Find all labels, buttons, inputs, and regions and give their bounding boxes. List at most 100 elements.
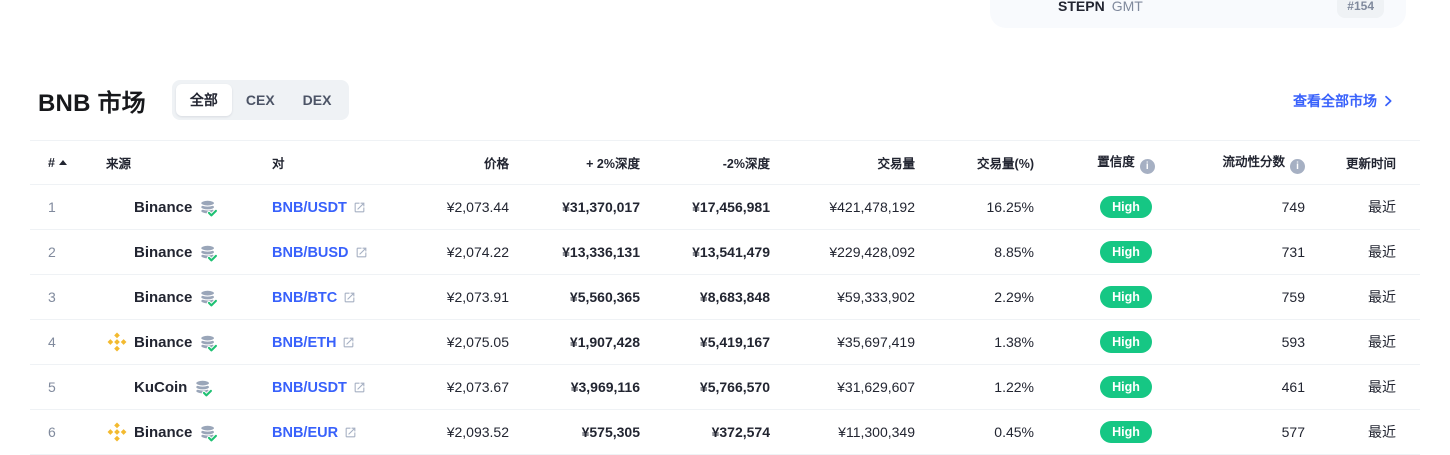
header-depth-minus[interactable]: -2%深度	[648, 140, 778, 185]
exchange-link[interactable]: Binance	[90, 331, 250, 353]
exchange-name[interactable]: Binance	[134, 288, 193, 306]
liquidity-score: 461	[1210, 364, 1313, 410]
pair-link[interactable]: BNB/EUR	[272, 425, 357, 441]
pair-link[interactable]: BNB/BTC	[272, 290, 356, 306]
exchange-link[interactable]: Binance	[90, 421, 250, 443]
reserves-data-icon[interactable]	[198, 242, 219, 263]
updated-time: 最近	[1313, 364, 1420, 410]
tab-dex[interactable]: DEX	[302, 92, 332, 108]
chevron-right-icon	[1380, 93, 1396, 109]
depth-plus-value: ¥31,370,017	[515, 184, 648, 230]
reserves-data-icon[interactable]	[193, 377, 214, 398]
section-header: BNB 市场 全部 CEX DEX	[38, 80, 350, 120]
confidence-cell: High	[1042, 184, 1210, 230]
header-pair[interactable]: 对	[250, 140, 420, 185]
rank-number: 1	[30, 184, 90, 230]
depth-minus-value: ¥5,419,167	[648, 319, 778, 365]
pair-label: BNB/USDT	[272, 199, 347, 216]
pair-link[interactable]: BNB/BUSD	[272, 245, 368, 261]
confidence-cell: High	[1042, 319, 1210, 365]
confidence-badge: High	[1100, 376, 1152, 398]
confidence-badge: High	[1100, 286, 1152, 308]
updated-time: 最近	[1313, 319, 1420, 365]
confidence-cell: High	[1042, 229, 1210, 275]
table-row: 6 Binance	[30, 409, 1420, 455]
volume-value: ¥421,478,192	[778, 184, 922, 230]
header-liquidity[interactable]: 流动性分数 i	[1210, 140, 1313, 185]
volume-pct-value: 0.45%	[922, 409, 1042, 455]
table-row: 1 Binance	[30, 184, 1420, 230]
header-price[interactable]: 价格	[420, 140, 515, 185]
confidence-cell: High	[1042, 409, 1210, 455]
depth-minus-value: ¥372,574	[648, 409, 778, 455]
source-cell: Binance	[90, 409, 250, 455]
liquidity-score: 749	[1210, 184, 1313, 230]
pair-cell: BNB/EUR	[250, 409, 420, 455]
table-row: 2 Binance	[30, 229, 1420, 275]
pair-label: BNB/USDT	[272, 379, 347, 396]
source-cell: Binance	[90, 229, 250, 275]
info-icon[interactable]: i	[1139, 159, 1155, 174]
external-link-icon	[342, 336, 355, 349]
markets-table: # 来源 对 价格 + 2%深度 -2%深度 交易量 交易量(%) 置信度 i 流…	[30, 140, 1420, 455]
updated-time: 最近	[1313, 184, 1420, 230]
pair-cell: BNB/ETH	[250, 319, 420, 365]
header-rank[interactable]: #	[30, 140, 90, 185]
tab-cex[interactable]: CEX	[245, 92, 275, 108]
pair-cell: BNB/BUSD	[250, 229, 420, 275]
reserves-data-icon[interactable]	[198, 332, 219, 353]
confidence-badge: High	[1100, 241, 1152, 263]
caret-up-icon	[58, 159, 67, 165]
external-link-icon	[353, 201, 366, 214]
exchange-name[interactable]: Binance	[134, 423, 193, 441]
reserves-data-icon[interactable]	[198, 197, 219, 218]
depth-plus-value: ¥575,305	[515, 409, 648, 455]
pair-link[interactable]: BNB/USDT	[272, 380, 366, 396]
page-title: BNB 市场	[38, 89, 146, 117]
header-updated[interactable]: 更新时间	[1313, 140, 1420, 185]
rank-number: 3	[30, 274, 90, 320]
pair-link[interactable]: BNB/ETH	[272, 335, 355, 351]
depth-plus-value: ¥5,560,365	[515, 274, 648, 320]
view-all-markets-link[interactable]: 查看全部市场	[1293, 91, 1396, 111]
depth-minus-value: ¥17,456,981	[648, 184, 778, 230]
confidence-cell: High	[1042, 364, 1210, 410]
rank-number: 2	[30, 229, 90, 275]
header-confidence[interactable]: 置信度 i	[1042, 140, 1210, 185]
pair-link[interactable]: BNB/USDT	[272, 200, 366, 216]
reserves-data-icon[interactable]	[198, 422, 219, 443]
confidence-badge: High	[1100, 196, 1152, 218]
exchange-link[interactable]: KuCoin	[90, 376, 250, 398]
depth-minus-value: ¥13,541,479	[648, 229, 778, 275]
exchange-name[interactable]: Binance	[134, 243, 193, 261]
tab-all[interactable]: 全部	[175, 84, 232, 116]
exchange-link[interactable]: Binance	[90, 196, 250, 218]
exchange-name[interactable]: KuCoin	[134, 378, 188, 396]
table-header-row: # 来源 对 价格 + 2%深度 -2%深度 交易量 交易量(%) 置信度 i 流…	[30, 140, 1420, 185]
updated-time: 最近	[1313, 229, 1420, 275]
external-link-icon	[344, 426, 357, 439]
rank-number: 6	[30, 409, 90, 455]
coin-rank-card[interactable]: STEPN GMT #154	[990, 0, 1406, 28]
confidence-badge: High	[1100, 421, 1152, 443]
exchange-name[interactable]: Binance	[134, 198, 193, 216]
reserves-data-icon[interactable]	[198, 287, 219, 308]
exchange-link[interactable]: Binance	[90, 286, 250, 308]
header-depth-plus[interactable]: + 2%深度	[515, 140, 648, 185]
exchange-name[interactable]: Binance	[134, 333, 193, 351]
source-cell: KuCoin	[90, 364, 250, 410]
header-source[interactable]: 来源	[90, 140, 250, 185]
source-cell: Binance	[90, 184, 250, 230]
header-volume[interactable]: 交易量	[778, 140, 922, 185]
depth-plus-value: ¥1,907,428	[515, 319, 648, 365]
info-icon[interactable]: i	[1290, 159, 1305, 174]
header-volume-pct[interactable]: 交易量(%)	[922, 140, 1042, 185]
view-all-label: 查看全部市场	[1293, 93, 1377, 109]
confidence-cell: High	[1042, 274, 1210, 320]
pair-cell: BNB/USDT	[250, 364, 420, 410]
price-value: ¥2,073.67	[420, 364, 515, 410]
market-table-body: 1 Binance	[30, 184, 1420, 455]
liquidity-score: 577	[1210, 409, 1313, 455]
exchange-link[interactable]: Binance	[90, 241, 250, 263]
binance-logo-icon	[106, 331, 128, 353]
